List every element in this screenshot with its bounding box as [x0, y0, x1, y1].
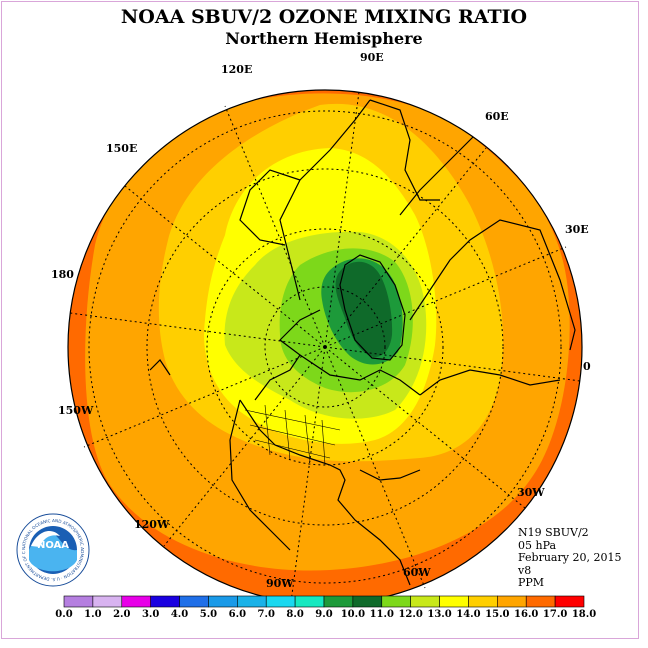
colorbar-swatch — [381, 595, 411, 608]
colorbar-swatch — [497, 595, 527, 608]
logo-text: NOAA — [37, 540, 69, 551]
colorbar-tick-label: 7.0 — [257, 609, 275, 620]
colorbar-tick-label: 0.0 — [55, 609, 73, 620]
info-units: PPM — [518, 576, 545, 589]
colorbar-tick-label: 5.0 — [199, 609, 218, 620]
latitude-circle-60 — [206, 228, 444, 466]
lon-label-120e: 120E — [221, 63, 253, 76]
info-version: v8 — [518, 563, 532, 577]
info-block: N19 SBUV/2 05 hPa February 20, 2015 v8 P… — [518, 526, 622, 590]
lon-label-0: 0 — [583, 360, 591, 373]
lon-label-30w: 30W — [517, 486, 545, 499]
colorbar-swatch — [554, 595, 585, 608]
colorbar-swatch — [410, 595, 440, 608]
lon-label-180: 180 — [51, 268, 74, 281]
ozone-field — [68, 90, 582, 604]
lon-label-150e: 150E — [106, 142, 138, 155]
latitude-circle-45 — [146, 168, 504, 526]
colorbar-tick-label: 17.0 — [542, 609, 568, 620]
lon-label-60w: 60W — [403, 566, 431, 579]
colorbar-swatch — [121, 595, 151, 608]
map-subtitle: Northern Hemisphere — [225, 29, 423, 48]
colorbar-tick-label: 15.0 — [485, 609, 510, 620]
colorbar-tick-label: 16.0 — [514, 609, 539, 620]
colorbar-tick-label: 4.0 — [170, 609, 189, 620]
info-level: 05 hPa — [518, 538, 557, 552]
meridians — [69, 91, 581, 603]
colorbar-tick-label: 14.0 — [456, 609, 481, 620]
colorbar-tick-label: 13.0 — [427, 609, 452, 620]
lon-label-150w: 150W — [58, 404, 94, 417]
colorbar-swatch — [525, 595, 556, 608]
figure-border — [1, 1, 639, 639]
colorbar-tick-label: 9.0 — [315, 609, 333, 620]
colorbar-swatch — [323, 595, 354, 608]
colorbar-tick-label: 12.0 — [398, 609, 423, 620]
info-satellite: N19 SBUV/2 — [518, 526, 589, 539]
colorbar-swatch — [92, 595, 123, 608]
colorbar-swatch — [208, 595, 238, 608]
colorbar-tick-label: 18.0 — [571, 609, 597, 620]
colorbar-swatch — [294, 595, 325, 608]
political-boundaries — [244, 404, 341, 466]
colorbar-swatch — [352, 595, 383, 608]
latitude-circle-30 — [88, 110, 562, 584]
colorbar-swatch — [237, 595, 267, 608]
coastlines — [149, 99, 576, 586]
logo-bird — [31, 530, 60, 547]
colorbar-swatch — [179, 595, 209, 608]
colorbar-swatch — [439, 595, 469, 608]
lon-label-120w: 120W — [134, 518, 170, 531]
colorbar-tick-label: 6.0 — [228, 609, 247, 620]
latitude-circle-75 — [264, 286, 386, 408]
graticule — [69, 91, 581, 603]
colorbar-tick-label: 2.0 — [113, 609, 131, 620]
colorbar-swatch — [265, 595, 296, 608]
colorbar-swatch — [63, 595, 94, 608]
colorbar-tick-label: 10.0 — [340, 609, 366, 620]
logo-ring-text: NATIONAL OCEANIC AND ATMOSPHERIC ADMINIS… — [0, 0, 85, 582]
colorbar-tick-label: 8.0 — [286, 609, 304, 620]
colorbar — [63, 595, 585, 608]
lon-label-30e: 30E — [565, 223, 589, 236]
colorbar-tick-label: 11.0 — [369, 609, 394, 620]
lon-label-90w: 90W — [266, 577, 294, 590]
band-above-10 — [335, 261, 393, 358]
colorbar-swatch — [150, 595, 180, 608]
colorbar-tick-label: 1.0 — [84, 609, 102, 620]
lon-label-60e: 60E — [485, 110, 509, 123]
colorbar-tick-label: 3.0 — [141, 609, 160, 620]
colorbar-swatch — [468, 595, 498, 608]
info-date: February 20, 2015 — [518, 551, 622, 564]
map-title: NOAA SBUV/2 OZONE MIXING RATIO — [120, 6, 528, 28]
lon-label-90e: 90E — [360, 51, 384, 64]
